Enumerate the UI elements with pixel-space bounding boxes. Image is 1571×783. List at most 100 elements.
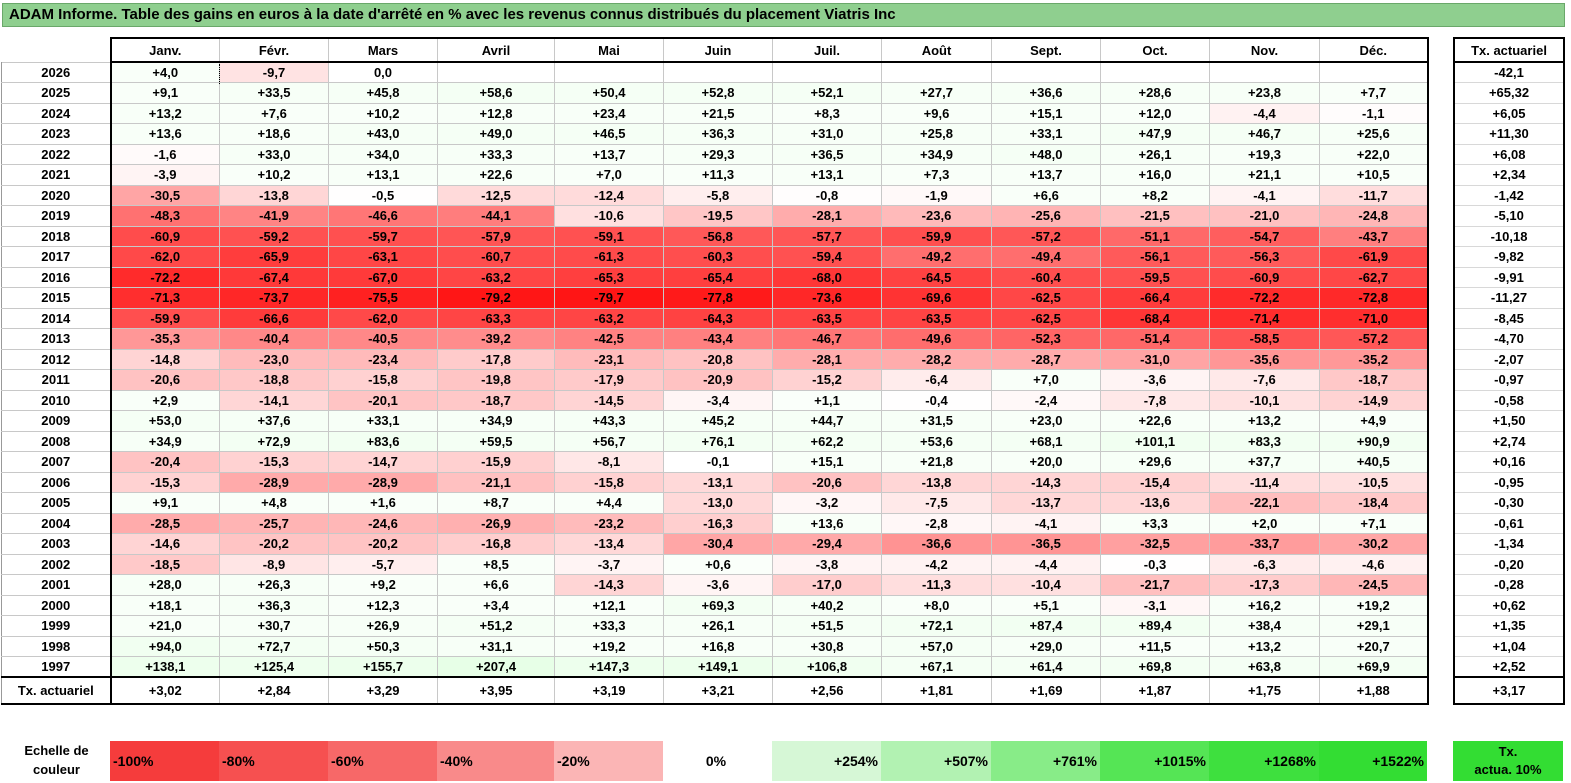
- gain-cell: +20,7: [1319, 635, 1429, 657]
- gain-cell: -3,4: [663, 389, 773, 411]
- year-cell: 2017: [1, 246, 112, 268]
- gain-cell: -13,4: [554, 533, 664, 555]
- gain-cell: +4,9: [1319, 410, 1429, 432]
- year-cell: 2012: [1, 348, 112, 370]
- gain-cell: -19,8: [437, 369, 555, 391]
- gain-cell: +36,3: [219, 594, 329, 616]
- gain-cell: -67,4: [219, 266, 329, 288]
- gain-cell: -49,2: [881, 246, 992, 268]
- year-cell: 1998: [1, 635, 112, 657]
- actuarial-cell: +2,74: [1453, 430, 1565, 452]
- table-row: 2001 +28,0 +26,3 +9,2 +6,6 -14,3 -3,6 -17,0 -11,…: [1, 574, 1429, 596]
- gain-cell: -43,7: [1319, 225, 1429, 247]
- gain-cell: +147,3: [554, 656, 664, 678]
- actuarial-cell: -0,30: [1453, 492, 1565, 514]
- gain-cell: -59,7: [328, 225, 438, 247]
- gain-cell: -26,9: [437, 512, 555, 534]
- gain-cell: -28,9: [219, 471, 329, 493]
- actuarial-cell: -8,45: [1453, 307, 1565, 329]
- gain-cell: -36,5: [991, 533, 1101, 555]
- gain-cell: -51,4: [1100, 328, 1210, 350]
- month-header-7: Juil.: [772, 37, 882, 63]
- gain-cell: +43,0: [328, 123, 438, 145]
- gain-cell: -21,1: [437, 471, 555, 493]
- year-cell: 2026: [1, 61, 112, 83]
- gain-cell: +83,3: [1209, 430, 1320, 452]
- gain-cell: -56,3: [1209, 246, 1320, 268]
- gain-cell: -1,6: [109, 143, 220, 165]
- gain-cell: +2,0: [1209, 512, 1320, 534]
- gain-cell: -3,7: [554, 553, 664, 575]
- report-title: ADAM Informe. Table des gains en euros à…: [2, 3, 1565, 27]
- gain-cell: -8,9: [219, 553, 329, 575]
- gain-cell: -31,0: [1100, 348, 1210, 370]
- gain-cell: +50,4: [554, 82, 664, 104]
- year-cell: 2003: [1, 533, 112, 555]
- gain-cell: +7,0: [991, 369, 1101, 391]
- color-scale-cell: +1522%: [1319, 741, 1427, 781]
- gain-cell: -57,9: [437, 225, 555, 247]
- table-row: 2020 -30,5 -13,8 -0,5 -12,5 -12,4 -5,8 -0,8 -1,9…: [1, 184, 1429, 206]
- gain-cell: -10,1: [1209, 389, 1320, 411]
- actuarial-cell: -0,20: [1453, 553, 1565, 575]
- actuarial-cell: -1,42: [1453, 184, 1565, 206]
- year-cell: 2009: [1, 410, 112, 432]
- actuarial-cell: +1,04: [1453, 635, 1565, 657]
- actuarial-cell: +6,08: [1453, 143, 1565, 165]
- gain-cell: -15,3: [109, 471, 220, 493]
- gain-cell: [663, 61, 773, 83]
- gain-cell: -63,2: [554, 307, 664, 329]
- gain-cell: [1319, 61, 1429, 83]
- gain-cell: -25,6: [991, 205, 1101, 227]
- gain-cell: -59,2: [219, 225, 329, 247]
- actuarial-cell: +65,32: [1453, 82, 1565, 104]
- gain-cell: -4,2: [881, 553, 992, 575]
- gain-cell: +53,6: [881, 430, 992, 452]
- gain-cell: +10,2: [328, 102, 438, 124]
- gain-cell: -0,3: [1100, 553, 1210, 575]
- color-scale-cell: -80%: [219, 741, 328, 781]
- gain-cell: -22,1: [1209, 492, 1320, 514]
- gain-cell: -63,1: [328, 246, 438, 268]
- gain-cell: +13,7: [554, 143, 664, 165]
- gain-cell: +83,6: [328, 430, 438, 452]
- color-scale-cell: -20%: [554, 741, 663, 781]
- actuarial-cell: -5,10: [1453, 205, 1565, 227]
- total-cell: +1,75: [1209, 676, 1320, 705]
- month-header-6: Juin: [663, 37, 773, 63]
- gain-cell: +16,2: [1209, 594, 1320, 616]
- month-header-2: Févr.: [219, 37, 329, 63]
- gain-cell: -14,3: [554, 574, 664, 596]
- gain-cell: -15,4: [1100, 471, 1210, 493]
- gain-cell: -72,8: [1319, 287, 1429, 309]
- gain-cell: -28,1: [772, 205, 882, 227]
- gain-cell: +19,2: [554, 635, 664, 657]
- gain-cell: -20,6: [772, 471, 882, 493]
- year-cell: 2023: [1, 123, 112, 145]
- total-cell: +3,29: [328, 676, 438, 705]
- gain-cell: -20,2: [328, 533, 438, 555]
- gain-cell: -40,4: [219, 328, 329, 350]
- gain-cell: +29,0: [991, 635, 1101, 657]
- total-cell: +3,21: [663, 676, 773, 705]
- year-cell: 2020: [1, 184, 112, 206]
- gain-cell: +36,5: [772, 143, 882, 165]
- gain-cell: -4,4: [991, 553, 1101, 575]
- year-cell: 2010: [1, 389, 112, 411]
- table-row: 2003 -14,6 -20,2 -20,2 -16,8 -13,4 -30,4 -29,4-…: [1, 533, 1429, 555]
- actuarial-cell: +0,16: [1453, 451, 1565, 473]
- gain-cell: +72,7: [219, 635, 329, 657]
- gain-cell: +30,7: [219, 615, 329, 637]
- gain-cell: [554, 61, 664, 83]
- table-row: 2004 -28,5 -25,7 -24,6 -26,9 -23,2 -16,3 +13,6-…: [1, 512, 1429, 534]
- gain-cell: +34,0: [328, 143, 438, 165]
- gain-cell: +15,1: [991, 102, 1101, 124]
- gain-cell: -54,7: [1209, 225, 1320, 247]
- gain-cell: +12,0: [1100, 102, 1210, 124]
- gain-cell: +40,2: [772, 594, 882, 616]
- gain-cell: +21,8: [881, 451, 992, 473]
- gain-cell: -15,2: [772, 369, 882, 391]
- total-cell: +2,56: [772, 676, 882, 705]
- gain-cell: -28,7: [991, 348, 1101, 370]
- gain-cell: +8,2: [1100, 184, 1210, 206]
